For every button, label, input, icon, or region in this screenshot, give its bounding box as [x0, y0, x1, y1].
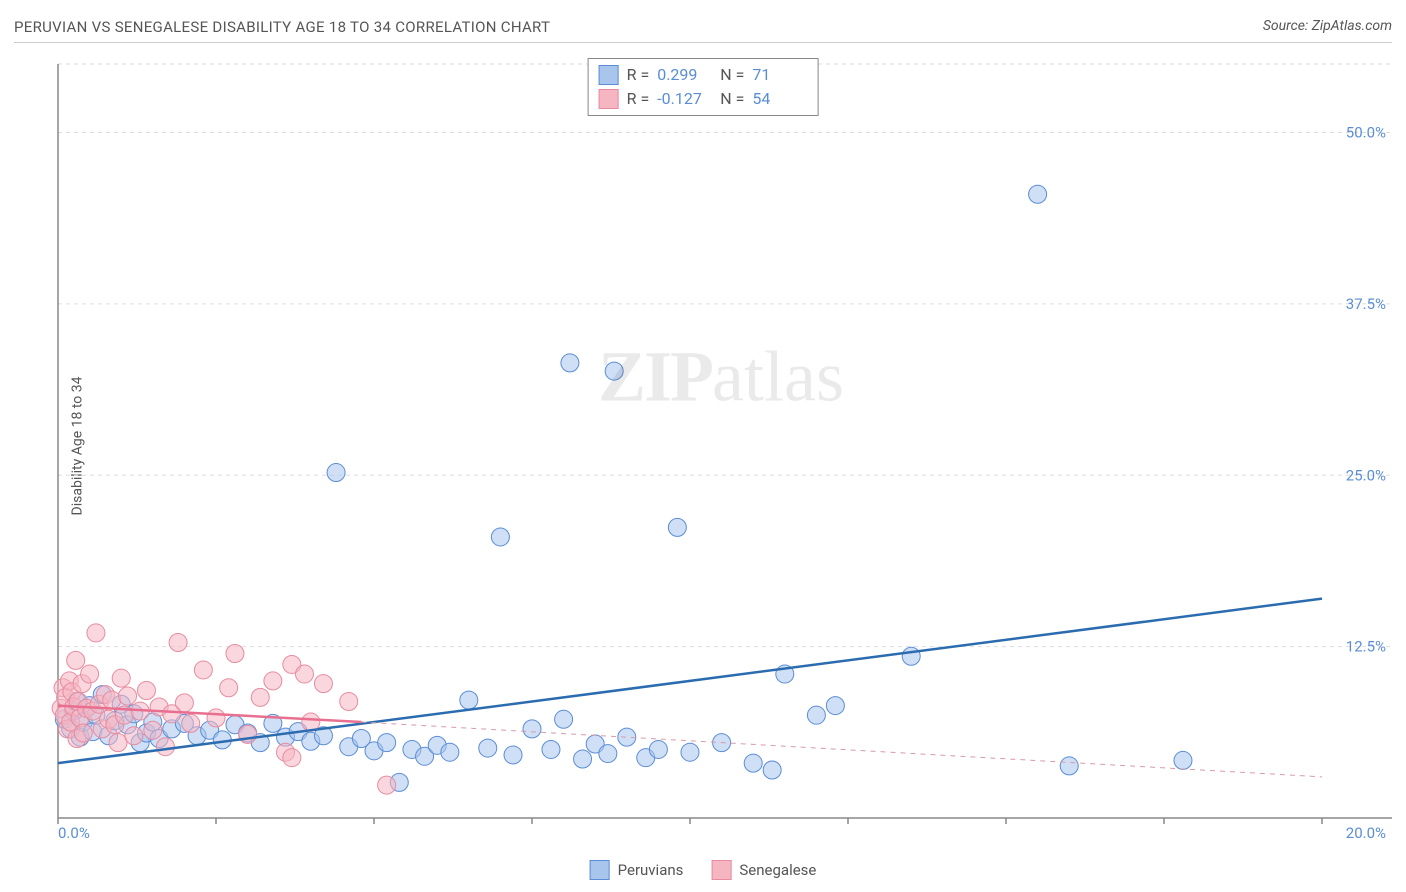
legend-item-senegalese: Senegalese [711, 860, 816, 880]
svg-text:0.0%: 0.0% [58, 824, 90, 840]
scatter-chart: 12.5% 25.0% 37.5% 50.0% 0.0% 20.0% [50, 56, 1392, 840]
swatch-peruvians [599, 65, 619, 85]
stats-row-senegalese: R = -0.127 N = 54 [599, 87, 808, 111]
svg-text:50.0%: 50.0% [1346, 124, 1386, 142]
swatch-peruvians-icon [590, 860, 610, 880]
stats-row-peruvians: R = 0.299 N = 71 [599, 63, 808, 87]
swatch-senegalese-icon [711, 860, 731, 880]
swatch-senegalese [599, 89, 619, 109]
header-divider [14, 42, 1392, 43]
bottom-legend: Peruvians Senegalese [590, 860, 817, 880]
legend-item-peruvians: Peruvians [590, 860, 684, 880]
svg-text:37.5%: 37.5% [1346, 295, 1386, 313]
svg-text:25.0%: 25.0% [1346, 466, 1386, 484]
source-label: Source: ZipAtlas.com [1263, 18, 1392, 34]
svg-text:12.5%: 12.5% [1346, 638, 1386, 656]
svg-text:20.0%: 20.0% [1346, 824, 1386, 840]
chart-title: PERUVIAN VS SENEGALESE DISABILITY AGE 18… [14, 18, 550, 36]
chart-area: 12.5%25.0%37.5%50.0%0.0%20.0% ZIPatlas [50, 56, 1392, 840]
stats-legend-box: R = 0.299 N = 71 R = -0.127 N = 54 [588, 58, 819, 116]
